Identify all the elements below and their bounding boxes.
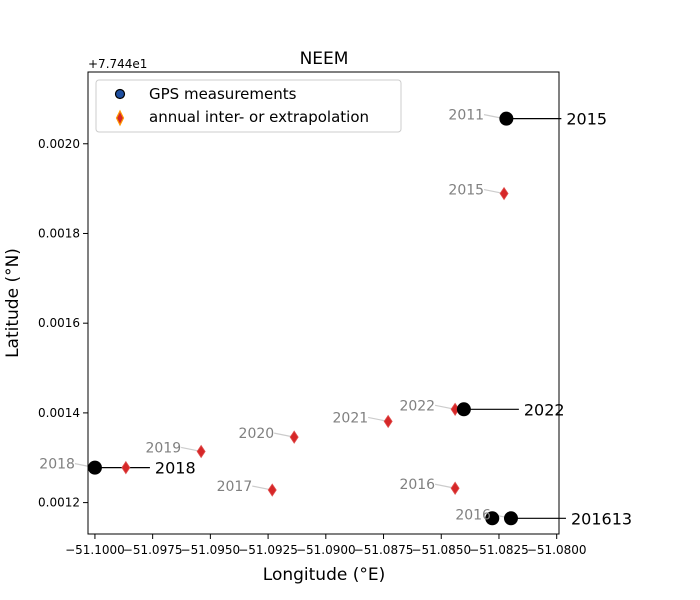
annual-diamond-marker [121,460,131,475]
gray-year-label: 2017 [217,479,253,495]
x-axis-title: Longitude (°E) [263,565,385,585]
y-offset-label: +7.744e1 [88,57,147,71]
y-tick-label: 0.0016 [38,316,80,330]
x-tick-label: −51.0975 [123,543,183,557]
gps-circle-marker [87,460,102,475]
data-marks [87,111,518,526]
gps-circle-marker [503,511,518,526]
y-tick-label: 0.0012 [38,496,80,510]
x-tick-label: −51.0850 [411,543,471,557]
y-axis-title: Latitude (°N) [3,248,23,358]
gps-circle-marker [456,402,471,417]
x-tick-label: −51.0950 [181,543,241,557]
legend: GPS measurements annual inter- or extrap… [95,79,402,133]
gray-year-label: 2011 [448,108,484,124]
annual-diamond-marker [499,186,509,201]
gray-year-label: 2022 [399,398,435,414]
x-axis-ticks: −51.1000−51.0975−51.0950−51.0925−51.0900… [65,534,587,557]
y-axis-ticks: 0.0012 0.0014 0.0016 0.0018 0.0020 [38,137,88,510]
legend-annual-marker [115,109,125,127]
y-tick-label: 0.0014 [38,406,80,420]
annual-diamond-marker [267,483,277,497]
x-tick-label: −51.0800 [527,543,587,557]
legend-gps-label: GPS measurements [149,85,297,103]
x-tick-label: −51.0875 [354,543,414,557]
annual-diamond-marker [450,481,460,495]
gray-year-label: 2020 [239,426,275,442]
gps-circle-marker [485,511,500,526]
x-tick-label: −51.0825 [469,543,529,557]
y-tick-label: 0.0020 [38,137,80,151]
black-year-label: 2015 [566,110,607,129]
gray-year-label: 2018 [39,457,75,473]
black-year-label: 2022 [524,400,565,419]
gray-year-label: 2016 [455,507,491,523]
gray-year-label: 2021 [333,410,369,426]
x-tick-label: −51.0925 [238,543,298,557]
gps-circle-marker [499,111,514,126]
annual-diamond-marker [383,414,393,429]
chart-title: NEEM [300,49,349,69]
gray-year-label: 2016 [399,477,435,493]
legend-annual-label: annual inter- or extrapolation [149,108,369,126]
legend-box [95,79,402,133]
x-tick-label: −51.0900 [296,543,356,557]
legend-gps-marker [114,88,126,100]
annotation-labels: 2018 2019 2020 2021 2022 2017 2016 2015 2011 2016… [39,108,632,529]
y-tick-label: 0.0018 [38,226,80,240]
x-tick-label: −51.1000 [65,543,125,557]
gray-year-label: 2019 [145,440,181,456]
annual-diamond-marker [289,430,299,444]
black-year-label: 2018 [155,459,196,478]
annual-diamond-marker [196,444,206,459]
black-year-label: 201613 [571,509,632,528]
plot-frame [87,71,560,535]
gray-year-label: 2015 [448,183,484,199]
